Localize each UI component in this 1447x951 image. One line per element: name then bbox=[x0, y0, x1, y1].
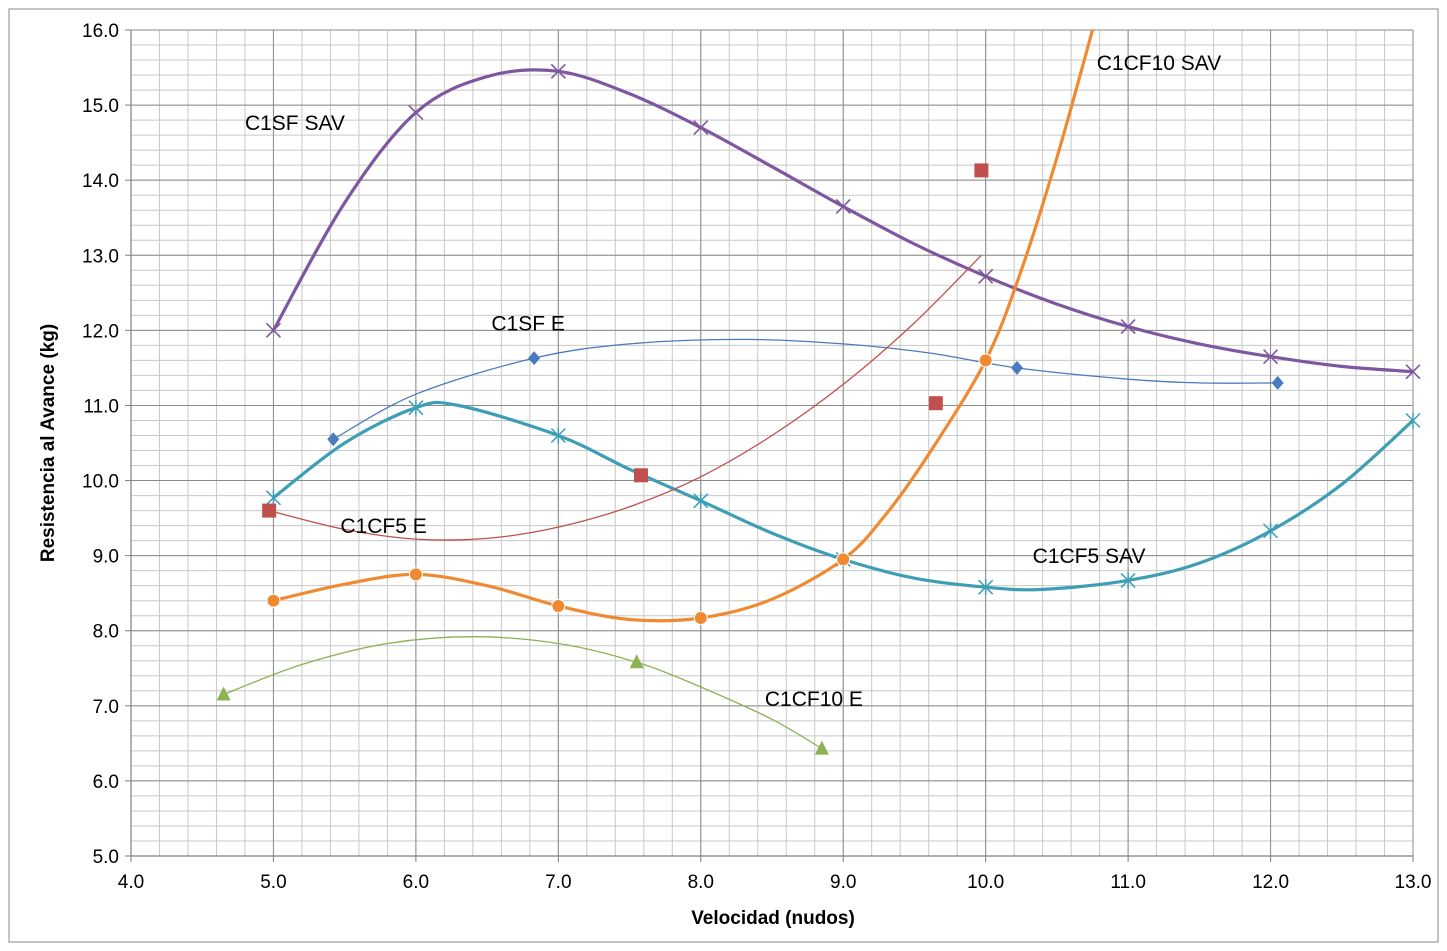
x-tick-label: 12.0 bbox=[1252, 872, 1289, 893]
data-point bbox=[550, 427, 566, 444]
data-point bbox=[216, 686, 231, 701]
series-c1cf5-e bbox=[262, 163, 989, 541]
x-tick-label: 6.0 bbox=[403, 872, 429, 893]
axes: 4.0 5.0 6.0 7.0 8.0 9.0 10.0 11.0 12.0 13.0 5.0 6.0… bbox=[82, 21, 1431, 893]
data-point bbox=[550, 63, 566, 79]
data-point bbox=[978, 353, 993, 368]
plot-area bbox=[131, 30, 1413, 856]
series-line bbox=[269, 254, 982, 541]
series-line bbox=[332, 338, 1278, 440]
y-tick-label: 8.0 bbox=[93, 622, 119, 643]
data-point bbox=[262, 503, 277, 518]
data-point bbox=[1271, 375, 1284, 390]
data-point bbox=[408, 105, 424, 121]
x-tick-label: 10.0 bbox=[967, 872, 1004, 893]
data-point bbox=[836, 552, 851, 567]
x-tick-label: 13.0 bbox=[1395, 872, 1432, 893]
data-point bbox=[408, 399, 424, 416]
series-label: C1SF E bbox=[491, 312, 565, 335]
x-tick-label: 7.0 bbox=[545, 872, 571, 893]
data-point bbox=[693, 492, 709, 509]
y-tick-label: 7.0 bbox=[93, 697, 119, 718]
data-point bbox=[1011, 360, 1024, 375]
x-tick-label: 5.0 bbox=[260, 872, 286, 893]
x-tick-label: 8.0 bbox=[688, 872, 714, 893]
data-point bbox=[528, 351, 541, 366]
data-point bbox=[408, 567, 423, 582]
series-label: C1CF10 E bbox=[765, 688, 863, 711]
y-tick-label: 6.0 bbox=[93, 772, 119, 793]
data-point bbox=[327, 432, 340, 447]
data-point bbox=[835, 198, 851, 215]
data-point bbox=[266, 593, 281, 608]
series-c1cf10-e bbox=[216, 636, 829, 755]
data-point bbox=[265, 322, 282, 338]
y-tick-label: 12.0 bbox=[82, 321, 119, 342]
data-point bbox=[633, 468, 648, 483]
series-label: C1CF5 SAV bbox=[1033, 545, 1146, 568]
data-point bbox=[928, 396, 943, 411]
data-point bbox=[974, 163, 989, 178]
data-point bbox=[1262, 349, 1279, 365]
data-point bbox=[629, 654, 644, 669]
y-tick-label: 14.0 bbox=[82, 171, 119, 192]
x-tick-label: 9.0 bbox=[830, 872, 856, 893]
x-tick-label: 4.0 bbox=[118, 872, 144, 893]
series-c1cf10-sav bbox=[266, 30, 1095, 625]
y-tick-label: 10.0 bbox=[82, 472, 119, 493]
series-line bbox=[273, 30, 1095, 623]
data-point bbox=[693, 120, 709, 136]
grid bbox=[130, 29, 1414, 857]
data-point bbox=[978, 268, 994, 284]
series-label: C1SF SAV bbox=[245, 112, 345, 135]
series-line bbox=[223, 636, 823, 750]
y-tick-label: 11.0 bbox=[83, 396, 119, 417]
x-tick-label: 11.0 bbox=[1110, 872, 1146, 893]
data-point bbox=[265, 489, 281, 506]
series-line bbox=[272, 68, 1413, 374]
x-axis-title: Velocidad (nudos) bbox=[691, 908, 855, 929]
y-axis-title: Resistencia al Avance (kg) bbox=[38, 324, 59, 562]
series-c1sf-e bbox=[327, 338, 1284, 447]
y-tick-label: 16.0 bbox=[82, 21, 119, 42]
data-point bbox=[551, 598, 566, 613]
series-label: C1CF10 SAV bbox=[1097, 52, 1222, 75]
data-point bbox=[1120, 319, 1136, 335]
data-point bbox=[978, 579, 994, 596]
y-tick-label: 5.0 bbox=[93, 847, 119, 868]
y-tick-label: 9.0 bbox=[93, 547, 119, 568]
data-point bbox=[1405, 364, 1421, 380]
data-point bbox=[814, 740, 829, 755]
data-point bbox=[1120, 572, 1136, 589]
data-point bbox=[1405, 412, 1421, 429]
data-point bbox=[693, 610, 708, 625]
data-point bbox=[1263, 522, 1279, 539]
y-tick-label: 13.0 bbox=[82, 246, 119, 267]
y-tick-label: 15.0 bbox=[82, 96, 119, 117]
series-c1sf-sav bbox=[265, 63, 1421, 380]
series-label: C1CF5 E bbox=[340, 515, 426, 538]
annotations: C1SF SAV C1SF E C1CF5 E C1CF10 SAV C1CF5 SAV… bbox=[245, 52, 1221, 711]
series-group bbox=[216, 30, 1421, 755]
